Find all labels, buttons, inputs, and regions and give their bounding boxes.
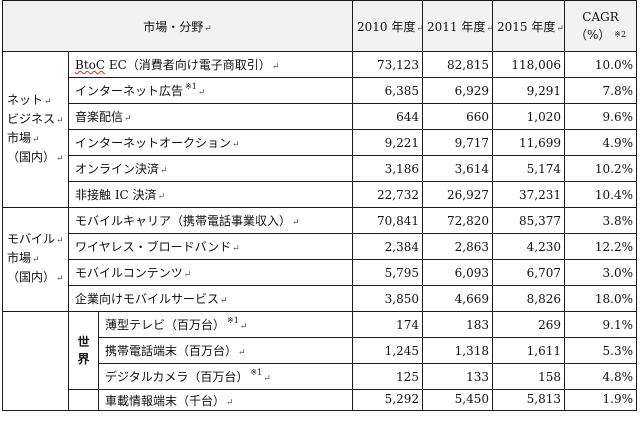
cell-cagr: 3.0% bbox=[564, 259, 638, 286]
table-row: オンライン決済↵ 3,186 3,614 5,174 10.2% bbox=[3, 155, 638, 182]
cell-2010: 3,850 bbox=[352, 285, 424, 312]
group-label-mobile: モバイル↵ 市場↵ （国内）↵ bbox=[2, 207, 69, 312]
cell-2011: 9,717 bbox=[422, 129, 494, 156]
cell-cagr: 10.0% bbox=[564, 51, 638, 78]
cell-2010: 6,385 bbox=[352, 77, 424, 104]
table-row: 非接触 IC 決済↵ 22,732 26,927 37,231 10.4% bbox=[3, 181, 638, 208]
header-row: 市場・分野↵ 2010 年度↵ 2011 年度↵ 2015 年度↵ CAGR （… bbox=[1, 0, 638, 52]
cell-2010: 70,841 bbox=[352, 207, 424, 234]
cell-2015: 6,707 bbox=[492, 259, 566, 286]
cell-2011: 82,815 bbox=[422, 51, 494, 78]
cell-2011: 183 bbox=[422, 311, 494, 338]
cell-2011: 660 bbox=[422, 103, 494, 130]
row-item-label: オンライン決済↵ bbox=[67, 155, 354, 182]
table-row: 携帯電話端末（百万台）↵ 1,245 1,318 1,611 5.3% bbox=[3, 337, 638, 364]
row-item-label: BtoC EC（消費者向け電子商取引）↵ bbox=[67, 51, 354, 78]
cell-cagr: 10.4% bbox=[564, 181, 638, 208]
row-item-label: 企業向けモバイルサービス↵ bbox=[67, 285, 354, 312]
cell-2010: 73,123 bbox=[352, 51, 424, 78]
cell-2015: 37,231 bbox=[492, 181, 566, 208]
table-row: 車載情報端末（千台）↵ 5,292 5,450 5,813 1.9% bbox=[3, 389, 638, 411]
cell-cagr: 10.2% bbox=[564, 155, 638, 182]
cell-2015: 1,611 bbox=[492, 337, 566, 364]
cell-cagr: 1.9% bbox=[564, 389, 638, 411]
header-2015: 2015 年度↵ bbox=[492, 0, 566, 52]
cell-2010: 3,186 bbox=[352, 155, 424, 182]
cell-cagr: 4.8% bbox=[564, 363, 638, 390]
row-item-label: 車載情報端末（千台）↵ bbox=[97, 389, 354, 411]
table-row: 企業向けモバイルサービス↵ 3,850 4,669 8,826 18.0% bbox=[3, 285, 638, 312]
table-row: インターネット広告 ※1↵ 6,385 6,929 9,291 7.8% bbox=[3, 77, 638, 104]
row-item-label: インターネットオークション↵ bbox=[67, 129, 354, 156]
cell-2011: 6,929 bbox=[422, 77, 494, 104]
table-row: モバイルコンテンツ↵ 5,795 6,093 6,707 3.0% bbox=[3, 259, 638, 286]
cell-2015: 1,020 bbox=[492, 103, 566, 130]
row-item-label: 非接触 IC 決済↵ bbox=[67, 181, 354, 208]
table-row: モバイル↵ 市場↵ （国内）↵ モバイルキャリア（携帯電話事業収入）↵ 70,8… bbox=[2, 207, 638, 312]
cell-2011: 26,927 bbox=[422, 181, 494, 208]
cell-cagr: 9.1% bbox=[564, 311, 638, 338]
table-row: デジタルカメラ（百万台） ※1↵ 125 133 158 4.8% bbox=[3, 363, 638, 390]
cell-2011: 1,318 bbox=[422, 337, 494, 364]
cell-2011: 3,614 bbox=[422, 155, 494, 182]
cell-2015: 4,230 bbox=[492, 233, 566, 260]
group-label-blank bbox=[2, 311, 69, 411]
group-label-blank bbox=[68, 389, 99, 411]
table-row: 音楽配信↵ 644 660 1,020 9.6% bbox=[3, 103, 638, 130]
row-item-label: インターネット広告 ※1↵ bbox=[67, 77, 354, 104]
cell-2010: 5,795 bbox=[352, 259, 424, 286]
cell-cagr: 7.8% bbox=[564, 77, 638, 104]
table-row: ワイヤレス・ブロードバンド↵ 2,384 2,863 4,230 12.2% bbox=[3, 233, 638, 260]
cell-2015: 9,291 bbox=[492, 77, 566, 104]
row-item-label: モバイルキャリア（携帯電話事業収入）↵ bbox=[67, 207, 354, 234]
cell-2015: 5,813 bbox=[492, 389, 566, 411]
cell-2015: 158 bbox=[492, 363, 566, 390]
group-label-world: 世 界 bbox=[68, 311, 99, 390]
cell-2010: 5,292 bbox=[352, 389, 424, 411]
cell-2015: 118,006 bbox=[492, 51, 566, 78]
cell-cagr: 18.0% bbox=[564, 285, 638, 312]
cell-2010: 644 bbox=[352, 103, 424, 130]
cell-2011: 2,863 bbox=[422, 233, 494, 260]
cell-2010: 174 bbox=[352, 311, 424, 338]
cell-2015: 8,826 bbox=[492, 285, 566, 312]
row-item-label: ワイヤレス・ブロードバンド↵ bbox=[67, 233, 354, 260]
cell-cagr: 3.8% bbox=[564, 207, 638, 234]
market-forecast-table: 市場・分野↵ 2010 年度↵ 2011 年度↵ 2015 年度↵ CAGR （… bbox=[1, 0, 638, 411]
cell-2011: 72,820 bbox=[422, 207, 494, 234]
cell-2015: 11,699 bbox=[492, 129, 566, 156]
row-item-label: 薄型テレビ（百万台） ※1↵ bbox=[97, 311, 354, 338]
cell-2015: 5,174 bbox=[492, 155, 566, 182]
cell-cagr: 4.9% bbox=[564, 129, 638, 156]
cell-cagr: 5.3% bbox=[564, 337, 638, 364]
row-item-label: 音楽配信↵ bbox=[67, 103, 354, 130]
group-label-net: ネット↵ ビジネス↵ 市場↵ （国内）↵ bbox=[2, 51, 69, 208]
cell-2010: 1,245 bbox=[352, 337, 424, 364]
cell-2010: 125 bbox=[352, 363, 424, 390]
cell-2015: 85,377 bbox=[492, 207, 566, 234]
cell-2015: 269 bbox=[492, 311, 566, 338]
row-item-label: デジタルカメラ（百万台） ※1↵ bbox=[97, 363, 354, 390]
cell-2010: 2,384 bbox=[352, 233, 424, 260]
table-row: 世 界 薄型テレビ（百万台） ※1↵ 174 183 269 9.1% bbox=[2, 311, 638, 411]
table-row: ネット↵ ビジネス↵ 市場↵ （国内）↵ BtoC EC（消費者向け電子商取引）… bbox=[2, 51, 638, 208]
row-item-label: モバイルコンテンツ↵ bbox=[67, 259, 354, 286]
cell-2011: 5,450 bbox=[422, 389, 494, 411]
cell-2011: 6,093 bbox=[422, 259, 494, 286]
cell-2010: 22,732 bbox=[352, 181, 424, 208]
cell-2011: 4,669 bbox=[422, 285, 494, 312]
header-2011: 2011 年度↵ bbox=[422, 0, 494, 52]
header-cagr: CAGR （%） ※2 bbox=[564, 0, 638, 52]
cell-2011: 133 bbox=[422, 363, 494, 390]
header-2010: 2010 年度↵ bbox=[352, 0, 424, 52]
cell-2010: 9,221 bbox=[352, 129, 424, 156]
cell-cagr: 9.6% bbox=[564, 103, 638, 130]
table-row: インターネットオークション↵ 9,221 9,717 11,699 4.9% bbox=[3, 129, 638, 156]
row-item-label: 携帯電話端末（百万台）↵ bbox=[97, 337, 354, 364]
cell-cagr: 12.2% bbox=[564, 233, 638, 260]
header-market: 市場・分野↵ bbox=[1, 0, 354, 52]
